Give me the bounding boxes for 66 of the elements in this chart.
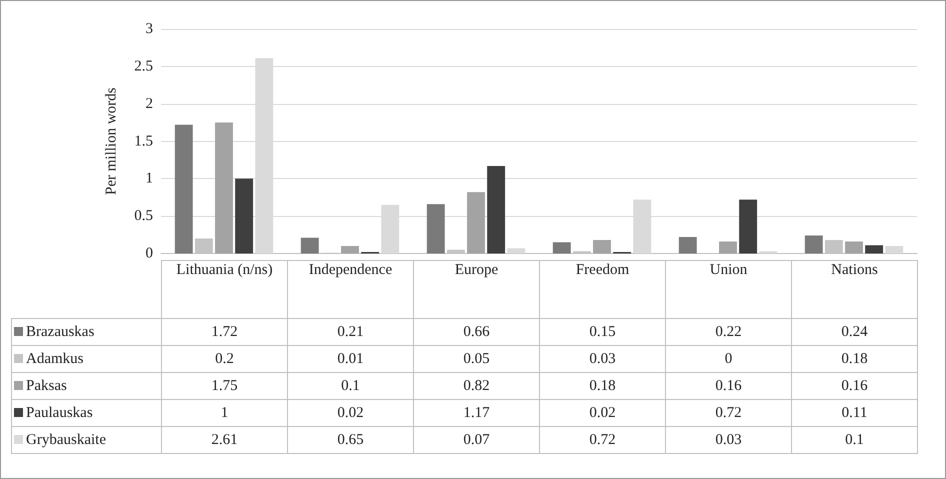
data-label: 0.1 — [288, 372, 414, 400]
y-tick-label: 2 — [146, 96, 153, 112]
data-label: 0.65 — [288, 426, 414, 454]
data-label: 0.02 — [288, 400, 414, 426]
y-tick-label: 2.5 — [134, 58, 153, 74]
data-label: 0.05 — [414, 346, 540, 372]
y-tick-label: 0 — [146, 246, 153, 262]
data-label: 2.61 — [162, 426, 288, 454]
bar — [487, 166, 506, 254]
data-label: 0.82 — [414, 372, 540, 400]
bar — [678, 237, 697, 254]
data-label: 0.66 — [414, 318, 540, 346]
legend-label: Adamkus — [12, 346, 162, 372]
legend-label: Brazauskas — [12, 318, 162, 346]
y-tick-label: 3 — [146, 21, 153, 37]
bar — [215, 122, 233, 254]
data-label: 0.03 — [540, 346, 666, 372]
data-label: 0.24 — [792, 318, 918, 346]
data-label: 0.72 — [540, 426, 666, 454]
data-label: 0.01 — [288, 346, 414, 372]
data-label: 0.07 — [414, 426, 540, 454]
bar — [845, 242, 863, 254]
data-label: 0.16 — [792, 372, 918, 400]
data-label: 0.18 — [792, 346, 918, 372]
legend-label: Paulauskas — [12, 400, 162, 426]
legend-label: Paksas — [12, 372, 162, 400]
bar — [174, 124, 193, 254]
y-tick-label: 1.5 — [134, 133, 153, 150]
y-tick-label: 1 — [146, 170, 153, 187]
bar — [235, 178, 254, 254]
x-tick-label: Independence — [288, 260, 414, 318]
bar — [719, 242, 737, 254]
bar — [865, 245, 884, 254]
data-label: 1.75 — [162, 372, 288, 400]
bar — [507, 248, 526, 254]
bar — [804, 236, 823, 254]
legend-label: Grybauskaite — [12, 426, 162, 454]
bar — [593, 240, 611, 254]
bar — [739, 200, 758, 254]
data-label: 0.03 — [666, 426, 792, 454]
bar — [467, 192, 485, 254]
data-label: 0.21 — [288, 318, 414, 346]
data-label: 0.02 — [540, 400, 666, 426]
bar — [552, 242, 571, 254]
data-label: 0.1 — [792, 426, 918, 454]
data-label: 0.15 — [540, 318, 666, 346]
data-label: 0.18 — [540, 372, 666, 400]
bar — [300, 238, 319, 254]
data-label: 1.72 — [162, 318, 288, 346]
bar — [426, 204, 445, 254]
data-label: 0.72 — [666, 400, 792, 426]
x-tick-label: Lithuania (n/ns) — [162, 260, 288, 318]
x-tick-label: Nations — [792, 260, 918, 318]
bar — [341, 246, 359, 254]
data-label: 0.16 — [666, 372, 792, 400]
x-tick-label: Freedom — [540, 260, 666, 318]
y-axis-title: Per million words — [104, 87, 120, 195]
y-tick-label: 0.5 — [134, 208, 153, 224]
data-label: 0.2 — [162, 346, 288, 372]
data-label: 0.22 — [666, 318, 792, 346]
data-label: 0 — [666, 346, 792, 372]
x-tick-label: Union — [666, 260, 792, 318]
data-label: 0.11 — [792, 400, 918, 426]
x-tick-label: Europe — [414, 260, 540, 318]
data-label: 1.17 — [414, 400, 540, 426]
bar — [885, 246, 904, 254]
